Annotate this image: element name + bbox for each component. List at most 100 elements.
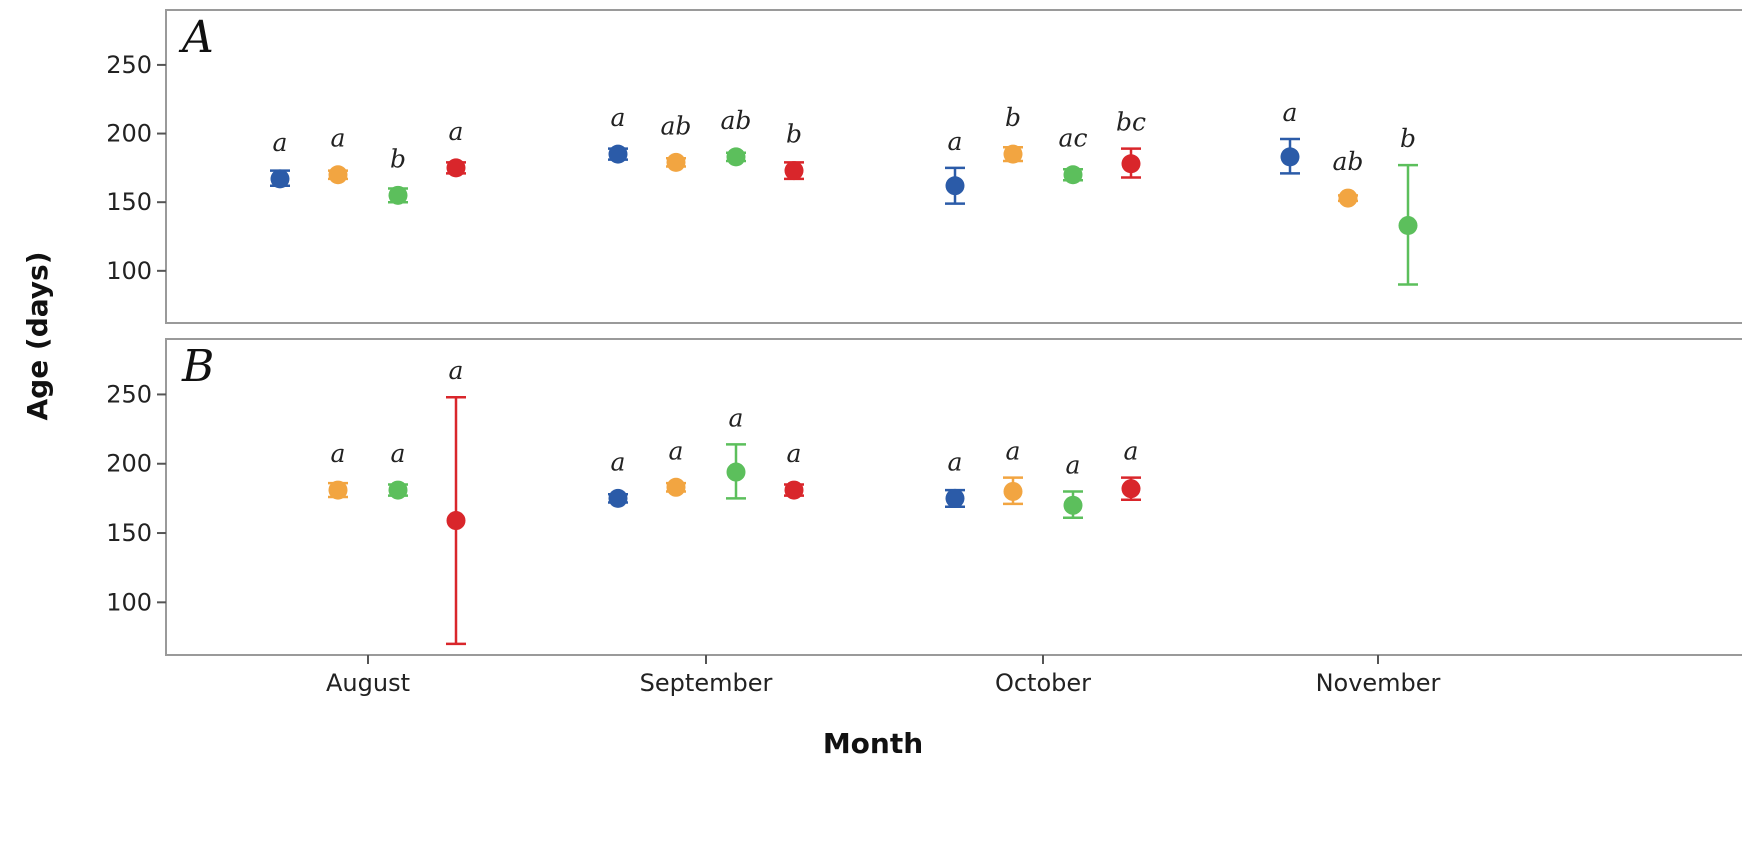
significance-label: b — [1005, 103, 1021, 132]
point-marker — [1063, 165, 1083, 185]
significance-label: b — [786, 120, 802, 149]
data-point: b — [1003, 103, 1023, 164]
x-tick-label: October — [995, 669, 1091, 697]
point-marker — [1063, 495, 1083, 515]
point-marker — [666, 152, 686, 172]
point-marker — [1121, 154, 1141, 174]
y-tick-label: 250 — [106, 380, 152, 408]
data-point: a — [328, 124, 348, 185]
data-point: a — [1003, 437, 1023, 506]
y-tick-label: 100 — [106, 257, 152, 285]
significance-label: a — [331, 124, 346, 153]
point-marker — [446, 511, 466, 531]
significance-label: a — [449, 117, 464, 146]
significance-label: a — [1006, 437, 1021, 466]
data-point: a — [666, 436, 686, 497]
point-marker — [446, 158, 466, 178]
significance-label: a — [331, 439, 346, 468]
data-point: a — [726, 403, 746, 500]
significance-label: ac — [1059, 124, 1088, 153]
point-marker — [608, 488, 628, 508]
point-marker — [666, 477, 686, 497]
data-point: b — [784, 120, 804, 181]
data-point: a — [388, 439, 408, 500]
y-tick-label: 200 — [106, 450, 152, 478]
point-marker — [784, 480, 804, 500]
y-tick-label: 100 — [106, 588, 152, 616]
significance-label: a — [729, 403, 744, 432]
point-marker — [388, 480, 408, 500]
y-axis-title: Age (days) — [21, 251, 54, 420]
point-marker — [608, 144, 628, 164]
significance-label: a — [611, 103, 626, 132]
significance-label: a — [449, 356, 464, 385]
significance-label: ab — [661, 111, 692, 140]
data-point: a — [945, 447, 965, 508]
x-axis-tick-labels: August September October November — [326, 655, 1441, 697]
significance-label: a — [611, 447, 626, 476]
significance-label: a — [273, 128, 288, 157]
significance-label: bc — [1116, 108, 1146, 137]
point-marker — [726, 462, 746, 482]
point-marker — [328, 165, 348, 185]
y-tick-label: 150 — [106, 188, 152, 216]
significance-label: a — [391, 439, 406, 468]
panel-b: B 100 150 200 250 a a a a a a a a a a a — [106, 338, 1742, 656]
data-point: ab — [661, 111, 692, 172]
significance-label: a — [948, 127, 963, 156]
significance-label: b — [390, 144, 406, 173]
y-tick-label: 250 — [106, 51, 152, 79]
data-point: a — [1121, 437, 1141, 502]
significance-label: a — [787, 439, 802, 468]
significance-label: a — [1283, 98, 1298, 127]
data-point: a — [446, 117, 466, 178]
y-tick-label: 150 — [106, 519, 152, 547]
significance-label: a — [669, 436, 684, 465]
significance-label: a — [1124, 437, 1139, 466]
data-point: b — [388, 144, 408, 205]
significance-label: ab — [721, 106, 752, 135]
data-point: a — [446, 356, 466, 646]
point-marker — [784, 161, 804, 181]
x-axis-title: Month — [823, 727, 923, 760]
point-marker — [1280, 147, 1300, 167]
x-tick-label: September — [640, 669, 773, 697]
point-marker — [270, 169, 290, 189]
point-marker — [388, 185, 408, 205]
data-point: a — [608, 103, 628, 164]
point-marker — [945, 488, 965, 508]
data-point: b — [1398, 124, 1418, 286]
data-point: a — [945, 127, 965, 205]
panel-frame — [165, 338, 1742, 656]
panel-frame — [165, 9, 1742, 324]
data-point: a — [784, 439, 804, 500]
data-point: a — [1063, 450, 1083, 520]
point-marker — [1398, 216, 1418, 236]
data-point: ac — [1059, 124, 1088, 185]
significance-label: a — [1066, 450, 1081, 479]
point-marker — [1338, 188, 1358, 208]
point-marker — [1003, 481, 1023, 501]
point-marker — [726, 147, 746, 167]
point-marker — [1121, 479, 1141, 499]
data-point: a — [608, 447, 628, 508]
significance-label: b — [1400, 124, 1416, 153]
significance-label: a — [948, 447, 963, 476]
point-marker — [328, 480, 348, 500]
data-point: ab — [721, 106, 752, 167]
panel-label: A — [178, 12, 214, 63]
data-point: a — [328, 439, 348, 500]
y-tick-label: 200 — [106, 120, 152, 148]
x-tick-label: November — [1316, 669, 1441, 697]
data-point: a — [270, 128, 290, 189]
x-tick-label: August — [326, 669, 410, 697]
data-point: bc — [1116, 108, 1146, 179]
point-marker — [945, 176, 965, 196]
point-marker — [1003, 144, 1023, 164]
significance-label: ab — [1333, 147, 1364, 176]
panel-label: B — [181, 341, 214, 392]
data-point: ab — [1333, 147, 1364, 208]
